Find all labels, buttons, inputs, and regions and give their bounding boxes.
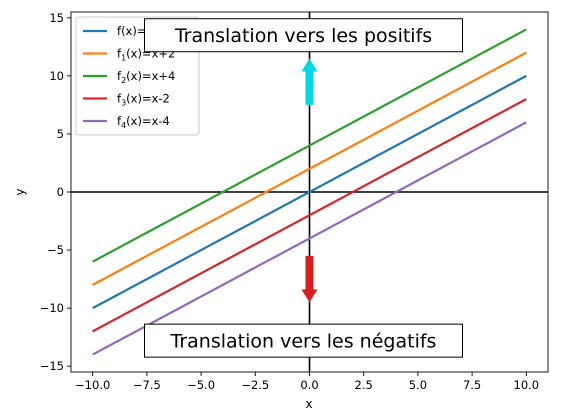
x-tick-label: 0.0	[300, 378, 318, 392]
arrow-up	[301, 58, 318, 105]
x-tick-label: −2.5	[241, 378, 269, 392]
x-tick-label: −7.5	[133, 378, 161, 392]
series-line-0	[92, 74, 527, 310]
legend-label-4: f4(x)=x-4	[117, 114, 170, 130]
series-line-2	[92, 28, 527, 263]
annotation-top-text: Translation vers les positifs	[174, 25, 432, 47]
arrow-down	[301, 255, 318, 303]
x-tick-label: 7.5	[463, 378, 481, 392]
legend-label-3: f3(x)=x-2	[117, 92, 170, 108]
x-tick-label: 2.5	[355, 378, 373, 392]
series-line-1	[92, 51, 527, 286]
annotation-top-box	[144, 18, 463, 53]
legend-label-2: f2(x)=x+4	[117, 69, 175, 85]
y-tick-label: −15	[40, 359, 64, 373]
y-tick-label: 10	[49, 69, 64, 83]
y-tick-label: −10	[40, 301, 64, 315]
annotation-bottom-text: Translation vers les négatifs	[170, 331, 437, 353]
x-tick-label: −5.0	[187, 378, 215, 392]
y-axis-label: y	[13, 188, 27, 195]
x-tick-label: 10.0	[514, 378, 540, 392]
series-line-3	[92, 98, 527, 333]
series-line-4	[92, 121, 527, 356]
x-axis-label: x	[305, 397, 312, 411]
y-tick-label: 15	[49, 11, 64, 25]
x-tick-label: −10.0	[75, 378, 110, 392]
y-tick-label: 5	[57, 127, 64, 141]
annotation-bottom-box	[144, 323, 463, 358]
x-tick-label: 5.0	[409, 378, 427, 392]
y-tick-label: −5	[47, 243, 64, 257]
y-tick-label: 0	[57, 185, 64, 199]
